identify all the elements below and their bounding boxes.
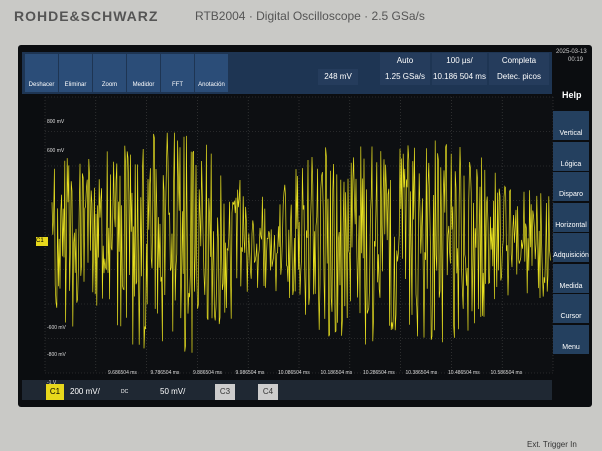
toolbar-button[interactable]: FFT xyxy=(161,54,194,92)
brand: ROHDE&SCHWARZ xyxy=(14,8,159,24)
c1-label[interactable]: C1 xyxy=(46,384,64,400)
c1-scale[interactable]: 200 mV/ xyxy=(70,387,100,396)
trigger-mode[interactable]: Auto xyxy=(380,53,430,69)
y-label: -1 V xyxy=(47,380,57,386)
x-label: 10.586504 ms xyxy=(490,370,523,376)
x-label: 10.386504 ms xyxy=(405,370,438,376)
toolbar-button[interactable]: Eliminar xyxy=(59,54,92,92)
toolbar-button[interactable]: Deshacer xyxy=(25,54,58,92)
help-button[interactable]: Help xyxy=(562,90,582,100)
x-label: 9.986504 ms xyxy=(235,370,265,376)
side-menu-item[interactable]: Horizontal xyxy=(553,202,589,232)
ext-trigger: Ext. Trigger In xyxy=(527,440,577,449)
side-menu-item[interactable]: Cursor xyxy=(553,294,589,323)
c2-coupling: DC xyxy=(121,389,129,395)
trigger-acquire[interactable]: Detec. picos xyxy=(489,69,549,85)
y-label: -600 mV xyxy=(47,325,66,331)
toolbar-button[interactable]: Zoom xyxy=(93,54,126,92)
side-menu-item[interactable]: Adquisición xyxy=(553,233,589,262)
x-label: 10.186504 ms xyxy=(320,370,353,376)
toolbar-button[interactable]: Medidor xyxy=(127,54,160,92)
side-menu-item[interactable]: Medida xyxy=(553,263,589,293)
time: 00:19 xyxy=(568,57,584,63)
channel-marker-box xyxy=(36,237,48,246)
trigger-record[interactable]: Completa xyxy=(489,53,549,69)
x-label: 9.686504 ms xyxy=(108,370,137,376)
side-menu-item[interactable]: Menu xyxy=(553,324,589,354)
trigger-position[interactable]: 10.186 504 ms xyxy=(432,69,487,85)
x-label: 9.786504 ms xyxy=(150,370,180,376)
waveform xyxy=(51,132,551,353)
x-label: 10.286504 ms xyxy=(363,370,395,376)
c4-label[interactable]: C4 xyxy=(258,384,278,400)
x-label: 10.086504 ms xyxy=(278,370,310,376)
c3-label[interactable]: C3 xyxy=(215,384,235,400)
trigger-sample-rate[interactable]: 1.25 GSa/s xyxy=(380,69,430,85)
trigger-timebase[interactable]: 100 µs/ xyxy=(432,53,487,69)
side-menu-item[interactable]: Vertical xyxy=(553,111,589,140)
side-menu-item[interactable]: Disparo xyxy=(553,172,589,201)
c2-scale[interactable]: 50 mV/ xyxy=(160,387,186,396)
model: RTB2004 · Digital Oscilloscope · 2.5 GSa… xyxy=(195,9,425,23)
channel-bar xyxy=(22,380,552,400)
y-label: 800 mV xyxy=(47,119,65,125)
y-label: 600 mV xyxy=(47,148,65,154)
date: 2025-03-13 xyxy=(556,49,587,55)
trigger-level[interactable]: 248 mV xyxy=(318,69,358,85)
toolbar-button[interactable]: Anotación xyxy=(195,54,228,92)
y-label: -800 mV xyxy=(47,352,66,358)
side-menu-item[interactable]: Lógica xyxy=(553,141,589,171)
x-label: 10.486504 ms xyxy=(448,370,480,376)
x-label: 9.886504 ms xyxy=(193,370,222,376)
channel-marker: C1 xyxy=(36,238,44,244)
